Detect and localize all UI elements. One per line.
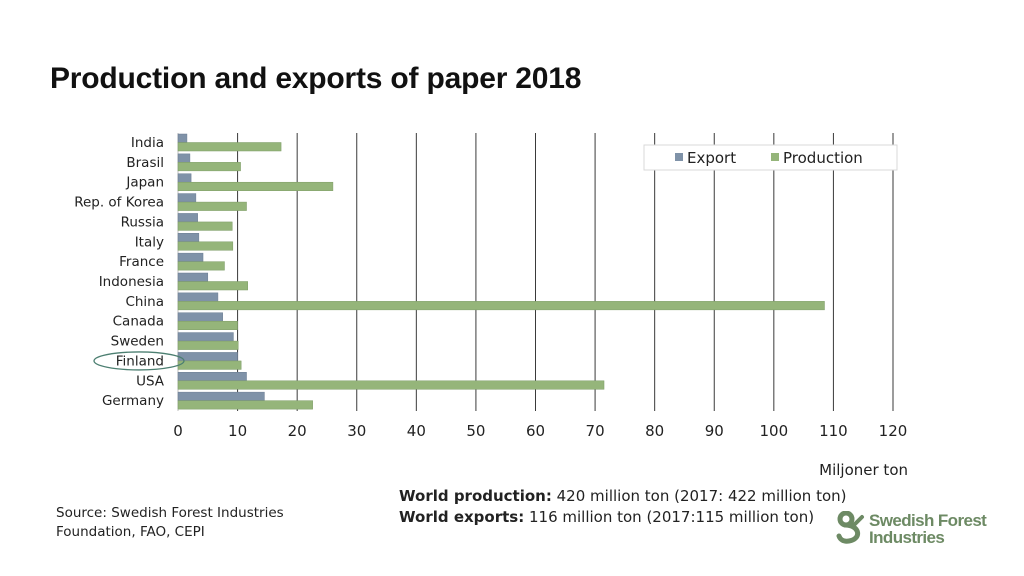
legend: Export Production bbox=[643, 144, 898, 171]
category-labels: India Brasil Japan Rep. of Korea Russia Italy… bbox=[74, 135, 165, 409]
finland-highlight bbox=[93, 351, 185, 371]
legend-swatch-production bbox=[771, 153, 779, 161]
highlight-ellipse bbox=[93, 351, 185, 371]
world-production-value: 420 million ton (2017: 422 million ton) bbox=[556, 487, 847, 505]
legend-box bbox=[643, 144, 898, 171]
source-note: Source: Swedish Forest Industries Founda… bbox=[56, 505, 284, 540]
bar-chart: India Brasil Japan Rep. of Korea Russia Italy… bbox=[74, 133, 907, 440]
x-tick-label: 50 bbox=[466, 422, 485, 440]
category-label: Italy bbox=[135, 234, 164, 250]
x-tick-label: 70 bbox=[586, 422, 605, 440]
production-bar-japan bbox=[177, 181, 334, 191]
category-label: France bbox=[119, 254, 164, 270]
production-bar-sweden bbox=[177, 340, 239, 350]
category-label: Brasil bbox=[126, 155, 164, 171]
category-label: Germany bbox=[102, 393, 164, 409]
export-bar-indonesia bbox=[177, 272, 209, 282]
export-bar-rep-of-korea bbox=[177, 193, 197, 203]
x-tick-label: 100 bbox=[760, 422, 789, 440]
category-label: China bbox=[125, 294, 164, 310]
world-production-label: World production: bbox=[399, 487, 552, 505]
swedish-forest-industries-logo: Swedish Forest Industries bbox=[836, 510, 996, 551]
export-bar-finland bbox=[177, 352, 238, 362]
x-tick-label: 10 bbox=[228, 422, 247, 440]
production-bar-brasil bbox=[177, 162, 241, 172]
world-production-line: World production: 420 million ton (2017:… bbox=[399, 486, 847, 507]
x-tick-label: 20 bbox=[288, 422, 307, 440]
category-label: Canada bbox=[113, 314, 164, 330]
category-label: Finland bbox=[116, 353, 164, 369]
logo-s-icon bbox=[836, 510, 864, 544]
production-bar-france bbox=[177, 261, 225, 271]
category-label: India bbox=[131, 135, 164, 151]
logo-line-2: Industries bbox=[869, 528, 945, 547]
x-tick-label: 90 bbox=[705, 422, 724, 440]
export-bar-brasil bbox=[177, 153, 191, 163]
export-bar-sweden bbox=[177, 332, 234, 342]
production-bar-rep-of-korea bbox=[177, 201, 247, 211]
production-bar-indonesia bbox=[177, 281, 248, 291]
export-bar-germany bbox=[177, 391, 265, 401]
x-axis-unit: Miljoner ton bbox=[819, 461, 908, 479]
production-bar-italy bbox=[177, 241, 234, 251]
x-tick-labels: 0 10 20 30 40 50 60 70 80 90 100 110 120 bbox=[173, 422, 907, 440]
logo-text: Swedish Forest Industries bbox=[869, 511, 987, 547]
production-bar-usa bbox=[177, 380, 605, 390]
bars bbox=[177, 133, 825, 410]
x-tick-label: 120 bbox=[879, 422, 908, 440]
production-bar-india bbox=[177, 142, 282, 152]
category-label: Rep. of Korea bbox=[74, 195, 164, 211]
production-bar-russia bbox=[177, 221, 233, 231]
x-tick-label: 60 bbox=[526, 422, 545, 440]
legend-label-export: Export bbox=[687, 149, 736, 167]
export-bar-china bbox=[177, 292, 219, 302]
legend-label-production: Production bbox=[783, 149, 863, 167]
export-bar-france bbox=[177, 252, 204, 262]
category-label: Indonesia bbox=[99, 274, 164, 290]
export-bar-russia bbox=[177, 213, 198, 223]
category-label: Japan bbox=[125, 175, 164, 191]
page-title: Production and exports of paper 2018 bbox=[50, 62, 582, 95]
x-tick-label: 110 bbox=[819, 422, 848, 440]
logo-line-1: Swedish Forest bbox=[869, 511, 987, 530]
export-bar-canada bbox=[177, 312, 223, 322]
x-tick-label: 0 bbox=[173, 422, 183, 440]
category-label: Russia bbox=[121, 214, 164, 230]
world-exports-value: 116 million ton (2017:115 million ton) bbox=[528, 508, 815, 526]
production-bar-finland bbox=[177, 360, 242, 370]
export-bar-italy bbox=[177, 233, 200, 243]
x-tick-label: 40 bbox=[407, 422, 426, 440]
category-label: Sweden bbox=[111, 334, 164, 350]
production-bar-germany bbox=[177, 400, 313, 410]
export-bar-japan bbox=[177, 173, 192, 183]
world-exports-line: World exports: 116 million ton (2017:115… bbox=[399, 507, 847, 528]
grid-lines bbox=[177, 133, 894, 411]
export-bar-india bbox=[177, 133, 188, 143]
world-stats: World production: 420 million ton (2017:… bbox=[399, 486, 847, 528]
x-tick-label: 30 bbox=[347, 422, 366, 440]
world-exports-label: World exports: bbox=[399, 508, 525, 526]
production-bar-canada bbox=[177, 320, 238, 330]
export-bar-usa bbox=[177, 372, 247, 382]
production-bar-china bbox=[177, 301, 825, 311]
x-tick-label: 80 bbox=[645, 422, 664, 440]
legend-swatch-export bbox=[675, 153, 683, 161]
category-label: USA bbox=[136, 373, 165, 389]
